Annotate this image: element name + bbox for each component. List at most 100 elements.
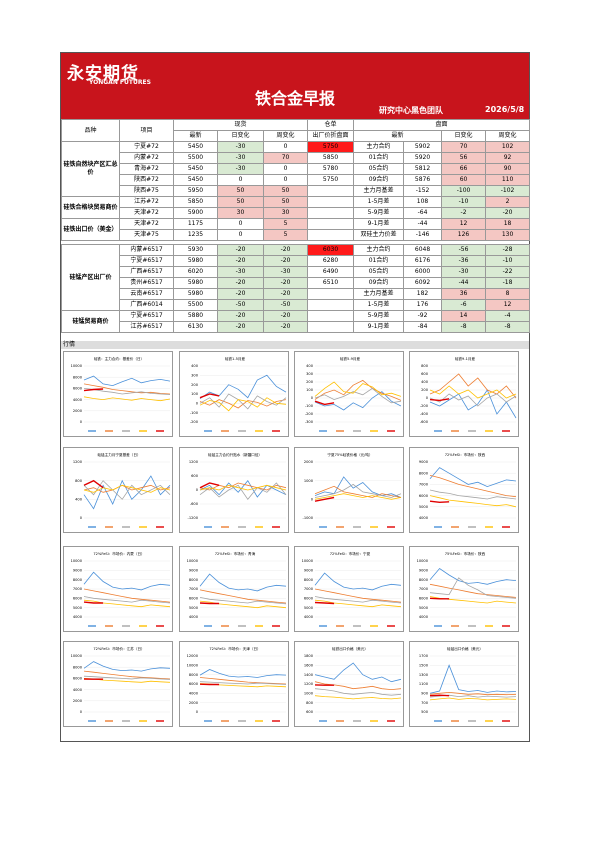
cell: 6030 — [307, 244, 355, 256]
series-line — [314, 596, 402, 604]
y-tick-label: 400 — [75, 498, 83, 502]
cell: -30 — [217, 163, 264, 175]
y-tick-label: 1600 — [304, 664, 314, 668]
cell: 江苏#72 — [119, 196, 174, 208]
series-line — [314, 601, 335, 605]
logo: 永安期货 — [67, 64, 139, 84]
y-tick-label: 0 — [196, 710, 199, 714]
chart: 硅锰出口价格（美元） 500 700 900 1100 1300 1500 1700 — [409, 641, 519, 727]
cell: 6092 — [403, 277, 443, 289]
chart-svg: 硅铁5-9月差 -300 -200 -100 0 100 200 300 400 — [305, 356, 402, 432]
y-tick-label: 7000 — [419, 483, 429, 487]
cell: 5450 — [173, 163, 218, 175]
cell: 5850 — [307, 152, 355, 164]
group-label: 硅锰贸易商价 — [61, 310, 120, 333]
y-tick-label: 1000 — [304, 692, 314, 696]
y-tick-label: 300 — [306, 372, 314, 376]
cell — [307, 207, 355, 219]
cell: 5850 — [173, 196, 218, 208]
cell: 6490 — [307, 266, 355, 278]
cell: -2 — [441, 207, 487, 219]
cell: 5900 — [173, 207, 218, 219]
cell: 6130 — [173, 321, 218, 333]
y-tick-label: -600 — [420, 420, 429, 424]
y-tick-label: 700 — [421, 701, 429, 705]
cell: 6510 — [307, 277, 355, 289]
series-line — [429, 567, 517, 585]
cell: -20 — [217, 321, 264, 333]
cell: 5 — [262, 229, 309, 241]
chart: 宁夏75%硅铁价格（元/吨） -1000 0 1000 2000 — [294, 447, 404, 533]
chart-svg: 75%FeSi：市场价：陕西 4000 5000 6000 7000 8000 9000 10… — [417, 551, 517, 627]
series-line — [314, 400, 335, 406]
series-line — [199, 374, 287, 400]
series-line — [429, 495, 517, 508]
chart-svg: 硅铁1-5月差 -200 -100 0 100 200 300 400 — [190, 356, 287, 432]
series-line — [429, 691, 517, 696]
series-line — [429, 664, 517, 694]
logo-en: YONGAN FUTURES — [89, 79, 151, 86]
cell: 05合约 — [353, 266, 405, 278]
cell: -84 — [403, 321, 443, 333]
cell: 主力月基差 — [353, 288, 405, 300]
y-tick-label: 7000 — [419, 587, 429, 591]
y-tick-label: 0 — [196, 488, 199, 492]
chart-svg: 72%FeSi：市场价：内蒙（日） 4000 5000 6000 7000 8000 900… — [71, 551, 171, 627]
series-line — [199, 677, 287, 685]
series-line — [314, 483, 402, 498]
series-line — [83, 480, 171, 500]
chart-title: 72%FeSi：市场价：江苏（日） — [93, 646, 144, 651]
y-tick-label: 8000 — [73, 665, 83, 669]
cell: 天津#72 — [119, 207, 174, 219]
y-tick-label: 600 — [421, 372, 429, 376]
y-tick-label: -200 — [190, 420, 199, 424]
y-tick-label: 7000 — [189, 587, 199, 591]
y-tick-label: 4000 — [419, 516, 429, 520]
group-label: 硅铁自然块产区汇总价 — [61, 141, 120, 197]
y-tick-label: 1200 — [304, 682, 314, 686]
cell: 14 — [441, 310, 487, 322]
cell: 5450 — [173, 141, 218, 153]
cell: -44 — [441, 277, 487, 289]
chart-svg: 硅锰主力合约升贴水（新疆口径） -1200 -600 0 600 1200 — [188, 452, 287, 528]
cell: -10 — [441, 196, 487, 208]
cell: 126 — [441, 229, 487, 241]
cell: -20 — [217, 310, 264, 322]
y-tick-label: -200 — [305, 412, 314, 416]
chart: 硅铁：主力合约：基差价（日） 0 2000 4000 6000 8000 10000 — [63, 351, 173, 437]
series-line — [429, 500, 450, 504]
cell: 5780 — [307, 163, 355, 175]
cell: 6176 — [403, 255, 443, 267]
y-tick-label: 10000 — [187, 559, 199, 563]
y-tick-label: 400 — [421, 380, 429, 384]
chart-svg: 宁夏75%硅铁价格（元/吨） -1000 0 1000 2000 — [303, 452, 402, 528]
cell: -28 — [485, 244, 531, 256]
cell: 5930 — [173, 244, 218, 256]
cell: -44 — [403, 218, 443, 230]
y-tick-label: -400 — [420, 412, 429, 416]
chart-svg: 硅铁9-1月差 -600 -400 -200 0 200 400 600 800 — [420, 356, 517, 432]
group-label: 硅铁出口价（美金） — [61, 218, 120, 241]
cell: -30 — [217, 266, 264, 278]
y-tick-label: 0 — [80, 420, 83, 424]
y-tick-label: 600 — [306, 710, 314, 714]
cell: 12 — [441, 218, 487, 230]
cell: -10 — [485, 255, 531, 267]
y-tick-label: 900 — [421, 692, 429, 696]
y-tick-label: 10000 — [302, 559, 314, 563]
series-line — [199, 397, 287, 412]
cell: 陕西#75 — [119, 185, 174, 197]
y-tick-label: -100 — [305, 404, 314, 408]
cell — [307, 196, 355, 208]
chart: 72%FeSi：市场价：江苏（日） 0 2000 4000 6000 8000 10000 — [63, 641, 173, 727]
series-line — [83, 661, 171, 672]
y-tick-label: 0 — [80, 710, 83, 714]
series-line — [83, 396, 171, 402]
y-tick-label: -600 — [190, 502, 199, 506]
y-tick-label: 8000 — [304, 578, 314, 582]
cell: 6048 — [403, 244, 443, 256]
cell: -20 — [217, 255, 264, 267]
cell: 50 — [262, 196, 309, 208]
team: 研究中心黑色团队 — [379, 106, 443, 115]
cell: 5980 — [173, 288, 218, 300]
